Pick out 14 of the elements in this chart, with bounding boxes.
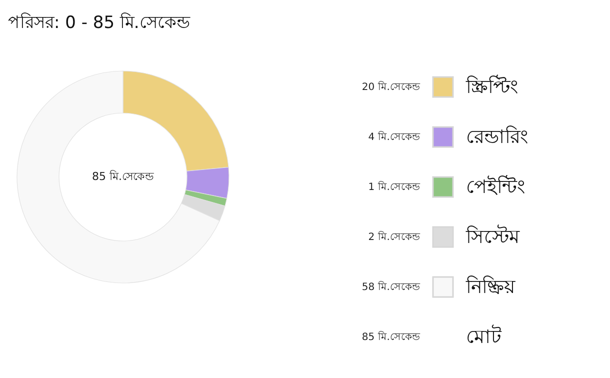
legend-label: সিস্টেম <box>465 225 520 248</box>
legend-label: নিষ্ক্রিয় <box>465 276 516 298</box>
data-label: 2 মি.সেকেন্ড <box>368 231 421 243</box>
text: 85 মি.সেকেন্ড <box>92 170 154 183</box>
data-label: 4 মি.সেকেন্ড <box>368 131 421 143</box>
legend-label: রেন্ডারিং <box>466 126 528 148</box>
data-label: 1 মি.সেকেন্ড <box>368 181 421 193</box>
data-label: 58 মি.সেকেন্ড <box>362 281 421 293</box>
legend-label: পেইন্টিং <box>466 175 525 198</box>
data-label: 20 মি.সেকেন্ড <box>362 81 421 93</box>
legend-label: স্ক্রিপ্টিং <box>465 75 518 98</box>
chart-title: পরিসর: 0 - 85 মি.সেকেন্ড <box>8 12 190 33</box>
text: 85 মি.সেকেন্ড <box>362 331 421 343</box>
text: মোট <box>466 325 502 348</box>
